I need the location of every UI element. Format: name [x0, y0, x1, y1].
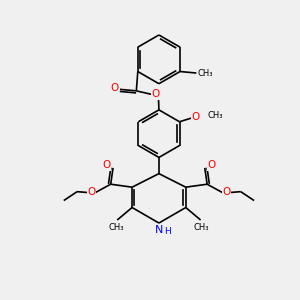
Text: N: N: [155, 225, 163, 235]
Text: O: O: [152, 89, 160, 99]
Text: O: O: [191, 112, 200, 122]
Text: O: O: [87, 187, 95, 196]
Text: O: O: [222, 187, 231, 196]
Text: CH₃: CH₃: [109, 223, 124, 232]
Text: CH₃: CH₃: [194, 223, 209, 232]
Text: O: O: [102, 160, 111, 170]
Text: O: O: [110, 83, 119, 93]
Text: O: O: [207, 160, 215, 170]
Text: H: H: [164, 227, 170, 236]
Text: CH₃: CH₃: [207, 111, 223, 120]
Text: CH₃: CH₃: [197, 68, 213, 77]
